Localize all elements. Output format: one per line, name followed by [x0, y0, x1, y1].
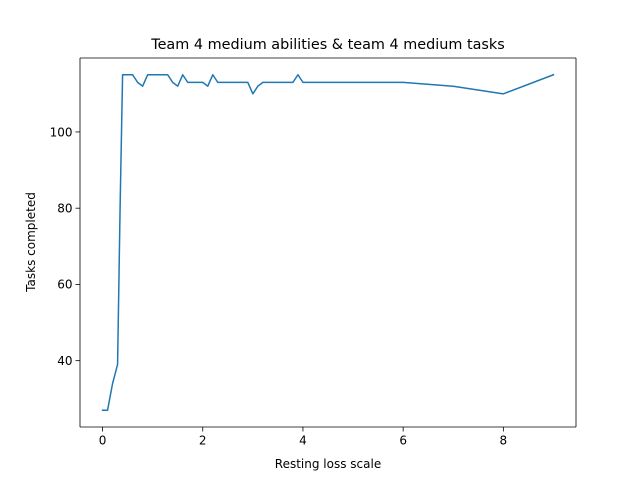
series-line-0: [101, 73, 555, 411]
y-axis-label: Tasks completed: [24, 192, 38, 293]
x-tick-label: 2: [199, 434, 207, 448]
x-tick-label: 8: [500, 434, 508, 448]
y-tick-label: 100: [50, 125, 73, 139]
x-tick-label: 0: [99, 434, 107, 448]
x-axis-label: Resting loss scale: [275, 457, 381, 471]
plot-area: 0 2 4 6 8 40 60 80 100: [50, 57, 577, 448]
x-tick-label: 6: [399, 434, 407, 448]
y-tick-label: 80: [57, 201, 72, 215]
x-tick-label: 4: [299, 434, 307, 448]
y-tick-label: 40: [57, 354, 72, 368]
chart-title: Team 4 medium abilities & team 4 medium …: [150, 37, 505, 53]
y-tick-label: 60: [57, 278, 72, 292]
